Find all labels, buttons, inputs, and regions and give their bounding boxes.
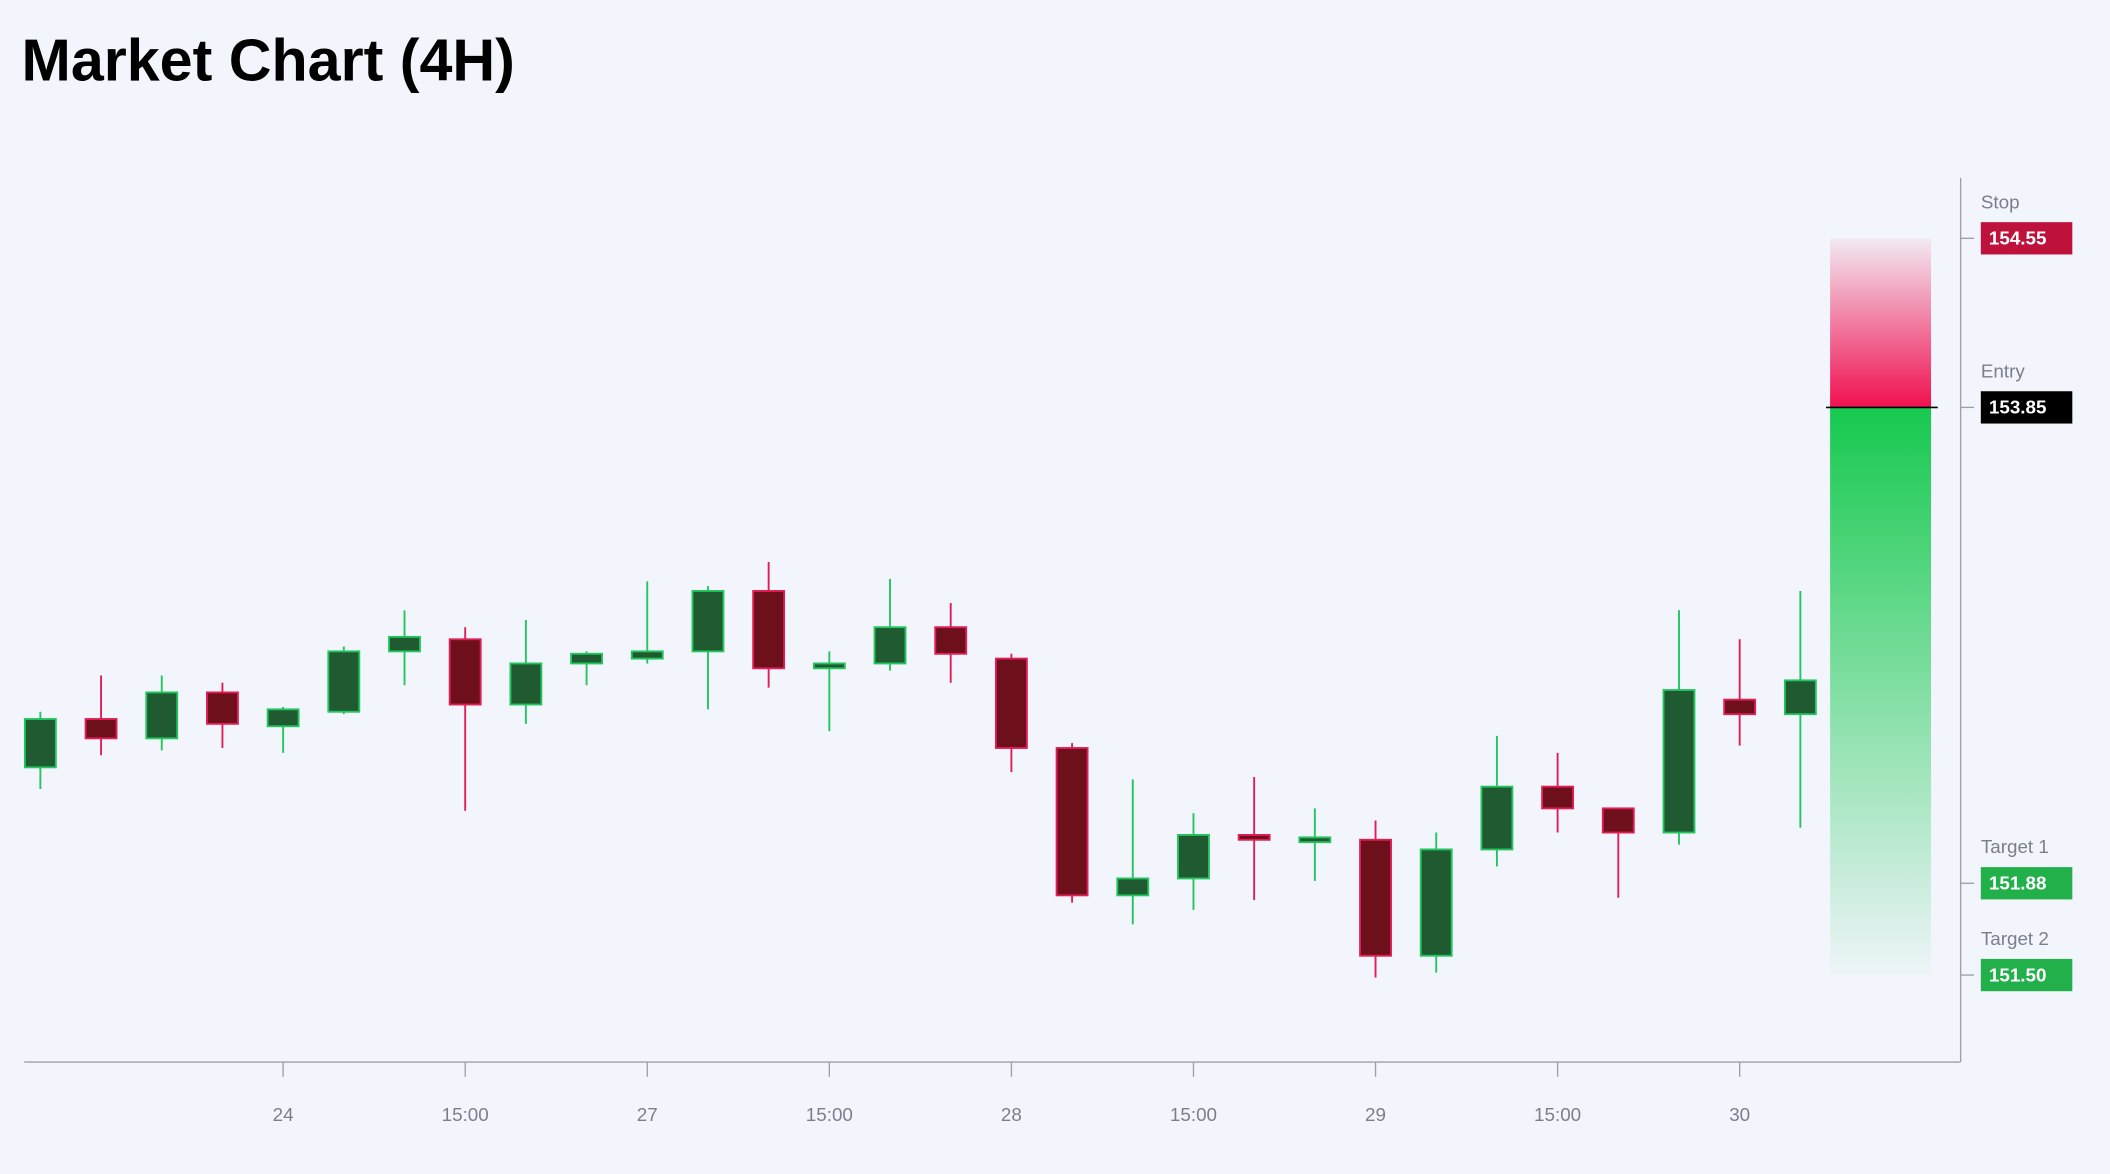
candle-body xyxy=(570,652,603,665)
candle-body xyxy=(1116,877,1150,897)
candle-body xyxy=(1480,785,1514,851)
candle-body xyxy=(206,691,239,725)
candle-body xyxy=(1662,689,1696,834)
target-zone xyxy=(1830,407,1932,976)
level-price-box xyxy=(1980,222,2073,255)
x-tick-label: 15:00 xyxy=(1534,1104,1581,1125)
candle-body xyxy=(752,590,786,670)
candle-body xyxy=(812,662,846,670)
x-tick-label: 29 xyxy=(1365,1104,1386,1125)
level-price: 154.55 xyxy=(1989,228,2047,249)
level-name: Target 2 xyxy=(1981,928,2049,949)
stop-zone xyxy=(1830,238,1932,408)
level-price: 151.50 xyxy=(1989,964,2047,985)
level-price-box xyxy=(1980,391,2073,424)
level-price-box xyxy=(1980,958,2073,992)
x-tick-label: 15:00 xyxy=(806,1104,853,1125)
candle-body xyxy=(1419,848,1453,957)
candle-body xyxy=(1298,836,1332,844)
candle-body xyxy=(1783,679,1817,716)
candle-body xyxy=(1177,834,1210,880)
x-tick-label: 28 xyxy=(1001,1104,1022,1125)
x-tick-label: 30 xyxy=(1729,1104,1750,1125)
candle-body xyxy=(84,718,118,740)
candle-body xyxy=(388,635,421,653)
level-name: Entry xyxy=(1981,360,2026,381)
candle-body xyxy=(509,662,543,706)
candle-body xyxy=(1055,747,1089,897)
x-tick-label: 15:00 xyxy=(1170,1104,1217,1125)
level-price: 151.88 xyxy=(1989,873,2047,894)
level-name: Stop xyxy=(1981,191,2020,212)
level-price-box xyxy=(1980,867,2073,900)
candle-body xyxy=(1723,698,1757,716)
candle-body xyxy=(23,718,57,769)
x-tick-label: 27 xyxy=(637,1104,658,1125)
candle-body xyxy=(1541,785,1575,810)
candle-body xyxy=(994,657,1028,749)
candle-body xyxy=(1601,807,1635,834)
level-price: 153.85 xyxy=(1989,397,2047,418)
chart-title: Market Chart (4H) xyxy=(22,27,515,94)
candle-body xyxy=(145,691,179,740)
candle-body xyxy=(327,650,361,713)
candle-body xyxy=(1237,834,1271,841)
candle-body xyxy=(934,626,968,655)
candle-body xyxy=(873,626,907,665)
candle-body xyxy=(1359,838,1392,957)
candle-body xyxy=(691,590,725,653)
x-tick-label: 24 xyxy=(273,1104,294,1125)
candle-body xyxy=(630,650,664,660)
candle-body xyxy=(266,708,300,728)
level-name: Target 1 xyxy=(1981,836,2049,857)
x-tick-label: 15:00 xyxy=(442,1104,489,1125)
candle-body xyxy=(448,638,482,706)
